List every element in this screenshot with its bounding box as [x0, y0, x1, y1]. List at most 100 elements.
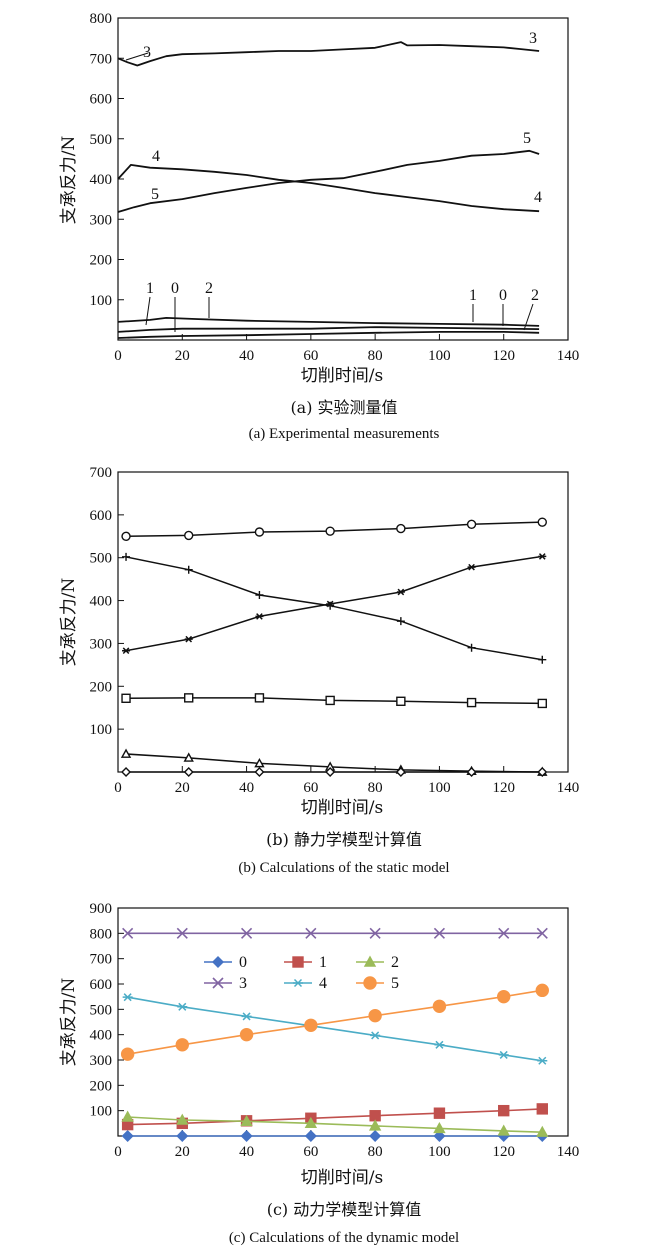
chart-b-caption-en: (b) Calculations of the static model — [238, 860, 449, 876]
curve-label: 0 — [171, 280, 179, 297]
series-point-3 — [433, 927, 445, 939]
curve-label: 3 — [529, 30, 537, 47]
series-point-5 — [304, 1018, 318, 1032]
series-point-1 — [433, 1107, 446, 1119]
series-point-5 — [175, 1038, 189, 1052]
series-point-0 — [121, 1130, 134, 1142]
series-point-circle — [254, 527, 265, 537]
legend-label-1: 1 — [319, 954, 327, 971]
series-point-square — [537, 698, 547, 709]
series-point-star — [467, 563, 476, 571]
series-point-3 — [498, 927, 510, 939]
chart-c-ylabel: 支承反力/N — [59, 978, 79, 1067]
chart-b-ticks: 0 20 40 60 80 100 120 140 100 200 300 400 500 600 700 — [90, 465, 580, 796]
series-point-circle — [396, 523, 406, 534]
y-tick-label: 200 — [90, 1078, 113, 1094]
series-point-4 — [537, 1056, 548, 1065]
chart-c-caption-en: (c) Calculations of the dynamic model — [229, 1230, 459, 1246]
series-point-0 — [369, 1130, 382, 1142]
chart-c-plot-frame — [117, 907, 569, 1137]
x-tick-label: 60 — [303, 348, 318, 364]
series-point-4 — [370, 1031, 381, 1040]
series-point-plus — [467, 643, 476, 652]
chart-b-plot-frame — [117, 471, 569, 773]
y-tick-label: 600 — [90, 977, 113, 993]
curve-label: 5 — [151, 186, 159, 203]
y-tick-label: 500 — [90, 551, 113, 567]
series-point-4 — [241, 1012, 252, 1021]
series-point-star — [396, 588, 405, 596]
legend-marker-1 — [292, 956, 304, 968]
x-tick-label: 100 — [428, 348, 451, 364]
series-point-2 — [368, 1119, 382, 1131]
curve-label: 5 — [523, 130, 531, 147]
x-tick-label: 20 — [175, 1144, 190, 1160]
chart-c-caption-cn: (c) 动力学模型计算值 — [267, 1200, 422, 1219]
chart-b: 0 20 40 60 80 100 120 140100200300400500600700 … — [59, 465, 579, 876]
y-tick-label: 900 — [90, 901, 113, 917]
chart-b-ylabel: 支承反力/N — [59, 578, 79, 667]
x-tick-label: 20 — [175, 780, 190, 796]
series-point-1 — [536, 1103, 548, 1115]
legend-marker-3 — [212, 977, 224, 989]
series-point-diamond — [466, 767, 477, 777]
series-point-star — [122, 647, 131, 655]
y-tick-label: 100 — [90, 722, 113, 738]
series-point-square — [396, 696, 406, 706]
series-point-plus — [396, 617, 405, 626]
legend-label-2: 2 — [391, 954, 399, 971]
series-point-triangle — [120, 748, 132, 758]
chart-b-series — [120, 517, 548, 777]
series-point-4 — [434, 1040, 445, 1049]
series-line-2 — [117, 316, 540, 327]
y-tick-label: 300 — [90, 1053, 113, 1069]
y-tick-label: 400 — [90, 594, 113, 610]
series-point-1 — [498, 1104, 510, 1117]
series-point-2 — [240, 1114, 253, 1127]
x-tick-label: 40 — [239, 780, 254, 796]
y-tick-label: 800 — [90, 926, 113, 942]
curve-label: 1 — [146, 280, 154, 297]
legend-label-5: 5 — [391, 975, 399, 992]
chart-c-legend: 0 1 2 3 4 5 — [204, 954, 399, 992]
y-tick-label: 600 — [90, 508, 113, 524]
series-point-5 — [432, 999, 447, 1013]
chart-c: 0 20 40 60 80 100 120 1401002003004005006007008… — [59, 901, 579, 1246]
series-point-square — [184, 693, 194, 703]
leader-line — [125, 52, 149, 61]
curve-label: 4 — [534, 189, 542, 206]
series-point-2 — [497, 1124, 510, 1136]
series-point-3 — [176, 927, 188, 939]
y-tick-label: 100 — [90, 293, 113, 309]
chart-a-xlabel: 切削时间/s — [301, 366, 383, 386]
x-tick-label: 80 — [368, 348, 383, 364]
series-point-2 — [304, 1116, 318, 1129]
chart-a-series — [117, 41, 540, 339]
series-point-0 — [240, 1130, 253, 1142]
series-point-diamond — [537, 767, 548, 777]
series-point-3 — [305, 927, 317, 939]
series-point-3 — [122, 927, 134, 939]
curve-label: 2 — [531, 287, 539, 304]
y-tick-label: 500 — [90, 1002, 113, 1018]
legend-marker-4 — [293, 978, 303, 988]
x-tick-label: 60 — [303, 780, 318, 796]
series-point-diamond — [121, 767, 132, 777]
x-tick-label: 120 — [492, 348, 515, 364]
x-tick-label: 140 — [557, 1144, 580, 1160]
x-tick-label: 100 — [428, 1144, 451, 1160]
x-tick-label: 60 — [303, 1144, 318, 1160]
x-tick-label: 0 — [114, 780, 122, 796]
series-line-5 — [127, 989, 543, 1055]
x-tick-label: 80 — [368, 1144, 383, 1160]
series-point-diamond — [395, 767, 406, 777]
series-point-4 — [498, 1050, 509, 1059]
series-point-star — [184, 635, 193, 643]
y-tick-label: 700 — [90, 952, 113, 968]
x-tick-label: 40 — [239, 1144, 254, 1160]
y-tick-label: 200 — [90, 679, 113, 695]
series-point-5 — [368, 1008, 382, 1023]
series-line-5 — [117, 149, 540, 213]
curve-label: 3 — [143, 44, 151, 61]
series-point-triangle — [254, 757, 265, 768]
